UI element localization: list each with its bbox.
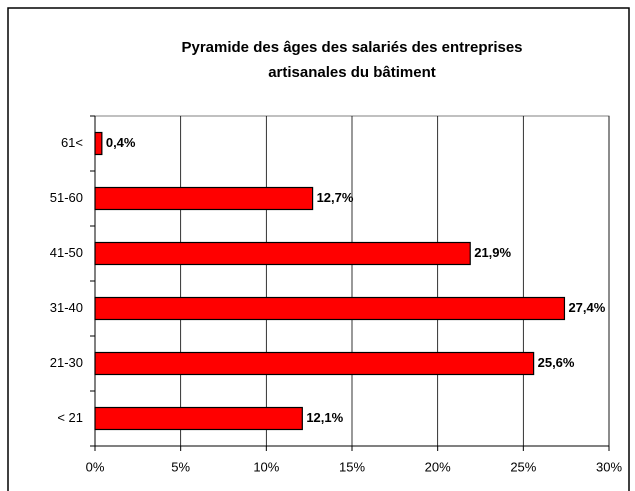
bar — [94, 351, 535, 376]
bar — [94, 406, 303, 431]
y-tick-label: 41-50 — [50, 245, 83, 260]
x-tick-label: 10% — [253, 459, 279, 474]
bar — [94, 131, 103, 156]
x-tick-label: 20% — [425, 459, 451, 474]
y-tick-label: 21-30 — [50, 355, 83, 370]
value-label: 0,4% — [106, 135, 136, 150]
bar — [94, 296, 566, 321]
x-tick-label: 5% — [171, 459, 190, 474]
x-tick-label: 0% — [86, 459, 105, 474]
bar — [94, 186, 314, 211]
value-label: 27,4% — [568, 300, 605, 315]
x-tick-label: 15% — [339, 459, 365, 474]
value-label: 25,6% — [538, 355, 575, 370]
y-tick-label: 51-60 — [50, 190, 83, 205]
value-label: 21,9% — [474, 245, 511, 260]
chart-title: Pyramide des âges des salariés des entre… — [181, 39, 522, 56]
x-tick-label: 25% — [510, 459, 536, 474]
y-tick-label: 61< — [61, 135, 83, 150]
y-tick-label: < 21 — [57, 410, 83, 425]
bar — [94, 241, 471, 266]
value-label: 12,1% — [306, 410, 343, 425]
value-label: 12,7% — [317, 190, 354, 205]
y-tick-label: 31-40 — [50, 300, 83, 315]
x-tick-label: 30% — [596, 459, 622, 474]
chart-title: artisanales du bâtiment — [268, 64, 436, 81]
